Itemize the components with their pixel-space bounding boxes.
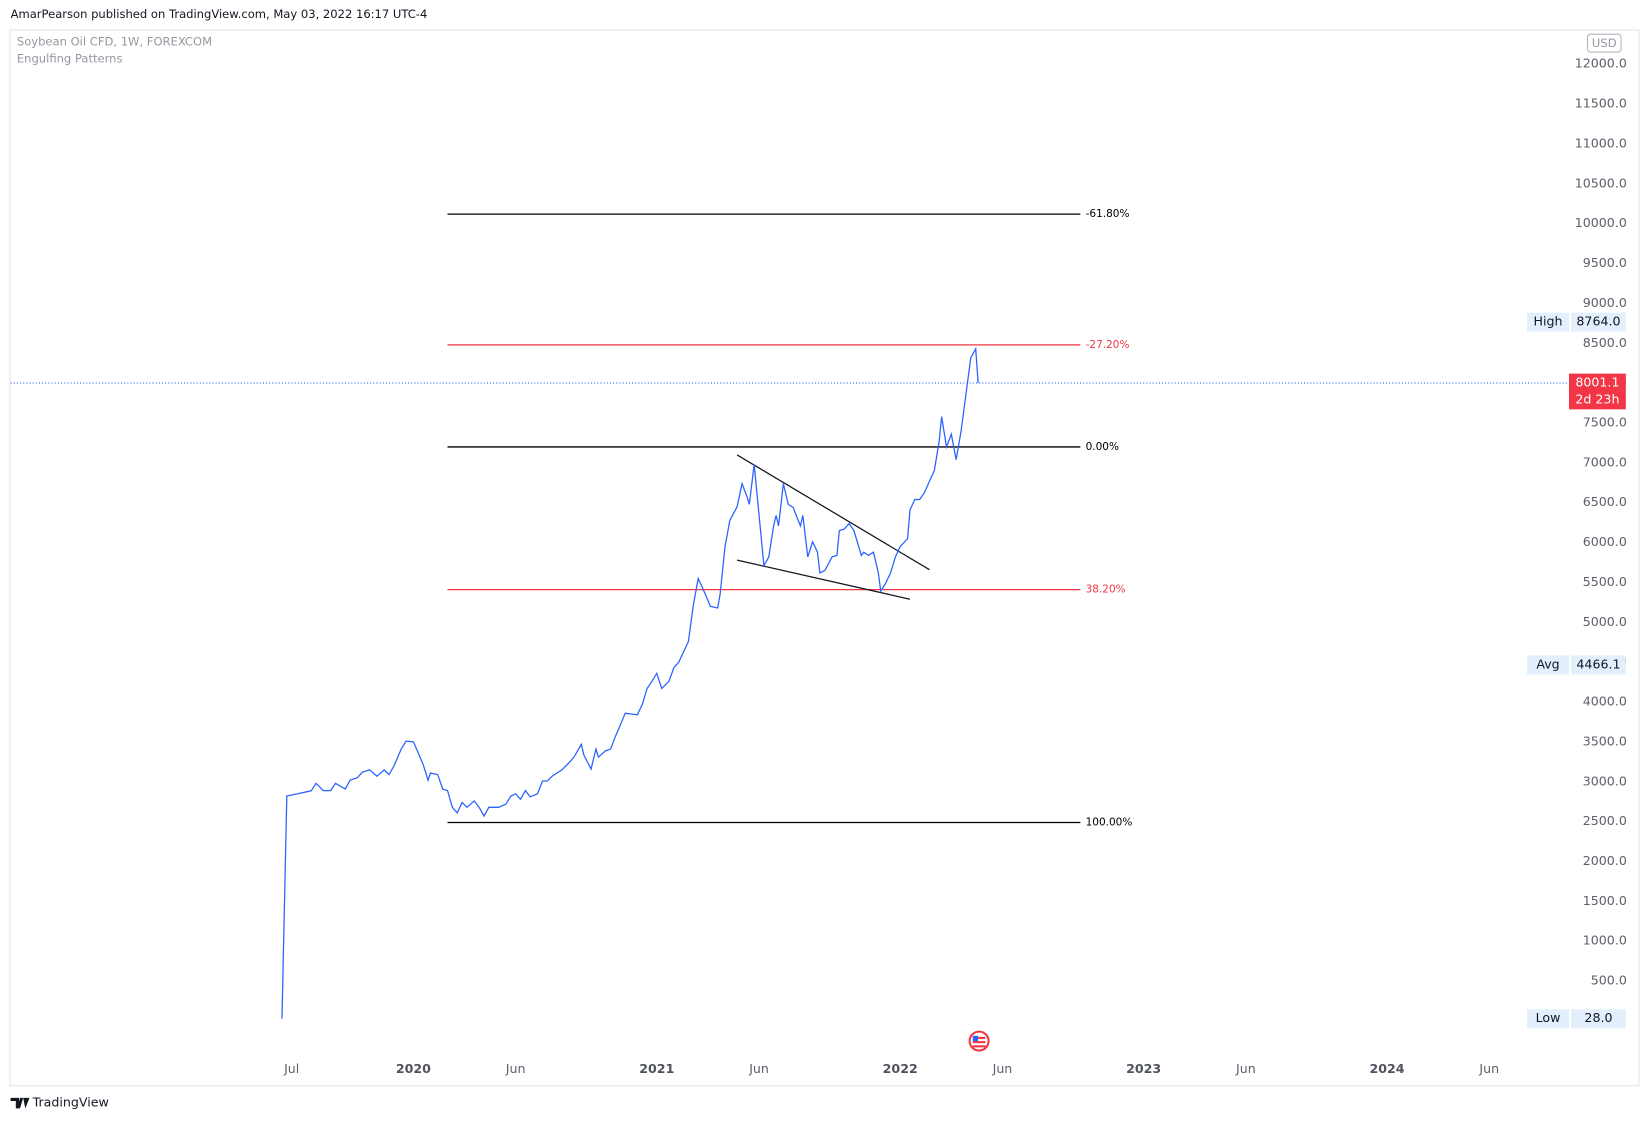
currency-box bbox=[1586, 33, 1622, 53]
x-tick-label: Jun bbox=[505, 1061, 526, 1076]
x-tick-label: 2022 bbox=[883, 1061, 918, 1076]
stat-box bbox=[1526, 312, 1570, 332]
y-tick-label: 5500.0 bbox=[1583, 574, 1627, 589]
y-tick-label: 3000.0 bbox=[1583, 773, 1627, 788]
x-tick-label: Jun bbox=[748, 1061, 769, 1076]
x-tick-label: Jun bbox=[1235, 1061, 1256, 1076]
x-tick-label: Jun bbox=[992, 1061, 1013, 1076]
y-tick-label: 1500.0 bbox=[1583, 893, 1627, 908]
y-tick-label: 6500.0 bbox=[1583, 494, 1627, 509]
y-tick-label: 10500.0 bbox=[1575, 175, 1627, 190]
x-tick-label: 2023 bbox=[1126, 1061, 1161, 1076]
y-tick-label: 7000.0 bbox=[1583, 454, 1627, 469]
trend-line bbox=[737, 559, 911, 600]
stat-value: 28.0 bbox=[1584, 1010, 1612, 1025]
y-tick-label: 2000.0 bbox=[1583, 853, 1627, 868]
stat-value: 4466.1 bbox=[1576, 656, 1620, 671]
y-tick-label: 9500.0 bbox=[1583, 255, 1627, 270]
x-tick-label: 2021 bbox=[639, 1061, 674, 1076]
brand: TradingView bbox=[32, 1095, 109, 1110]
y-tick-label: 2500.0 bbox=[1583, 813, 1627, 828]
y-tick-label: 11000.0 bbox=[1575, 135, 1627, 150]
stat-value-box bbox=[1571, 1009, 1626, 1029]
y-tick-label: 6000.0 bbox=[1583, 534, 1627, 549]
x-tick-label: 2024 bbox=[1369, 1061, 1404, 1076]
publisher: AmarPearson published on TradingView.com… bbox=[11, 7, 428, 21]
currency: USD bbox=[1592, 36, 1617, 50]
stat-label: Low bbox=[1536, 1010, 1561, 1025]
stat-box bbox=[1526, 1009, 1570, 1029]
fib-label: 0.00% bbox=[1086, 441, 1119, 453]
last-price-box bbox=[1569, 373, 1626, 410]
fib-label: -27.20% bbox=[1086, 339, 1130, 351]
stat-value: 8764.0 bbox=[1576, 314, 1620, 329]
stat-box bbox=[1526, 655, 1570, 675]
brand-logo bbox=[10, 1097, 30, 1109]
y-tick-label: 500.0 bbox=[1591, 973, 1627, 988]
y-tick-label: 3500.0 bbox=[1583, 733, 1627, 748]
stat-label: High bbox=[1534, 314, 1563, 329]
y-tick-label: 8500.0 bbox=[1583, 335, 1627, 350]
y-tick-label: 11500.0 bbox=[1575, 96, 1627, 111]
y-tick-label: 10000.0 bbox=[1575, 215, 1627, 230]
fib-label: -61.80% bbox=[1086, 208, 1130, 220]
y-tick-label: 7500.0 bbox=[1583, 415, 1627, 430]
chart-subtitle: Engulfing Patterns bbox=[17, 51, 123, 65]
y-tick-label: 5000.0 bbox=[1583, 614, 1627, 629]
y-tick-label: 4000.0 bbox=[1583, 694, 1627, 709]
fib-label: 100.00% bbox=[1086, 816, 1133, 828]
stat-value-box bbox=[1571, 655, 1626, 675]
trend-line bbox=[736, 454, 930, 571]
countdown: 2d 23h bbox=[1575, 391, 1619, 406]
price-line bbox=[281, 346, 979, 1019]
x-tick-label: Jun bbox=[1478, 1061, 1499, 1076]
y-tick-label: 9000.0 bbox=[1583, 295, 1627, 310]
flag-icon bbox=[968, 1030, 990, 1052]
x-tick-label: 2020 bbox=[396, 1061, 431, 1076]
last-price: 8001.1 bbox=[1575, 375, 1619, 390]
chart-title: Soybean Oil CFD, 1W, FOREXCOM bbox=[17, 35, 212, 49]
stat-label: Avg bbox=[1536, 656, 1559, 671]
fib-label: 38.20% bbox=[1086, 584, 1126, 596]
plot-area bbox=[10, 213, 1567, 1019]
y-tick-label: 1000.0 bbox=[1583, 933, 1627, 948]
stat-value-box bbox=[1571, 312, 1626, 332]
x-tick-label: Jul bbox=[283, 1061, 299, 1076]
frame bbox=[9, 29, 1640, 1087]
y-tick-label: 12000.0 bbox=[1575, 56, 1627, 71]
